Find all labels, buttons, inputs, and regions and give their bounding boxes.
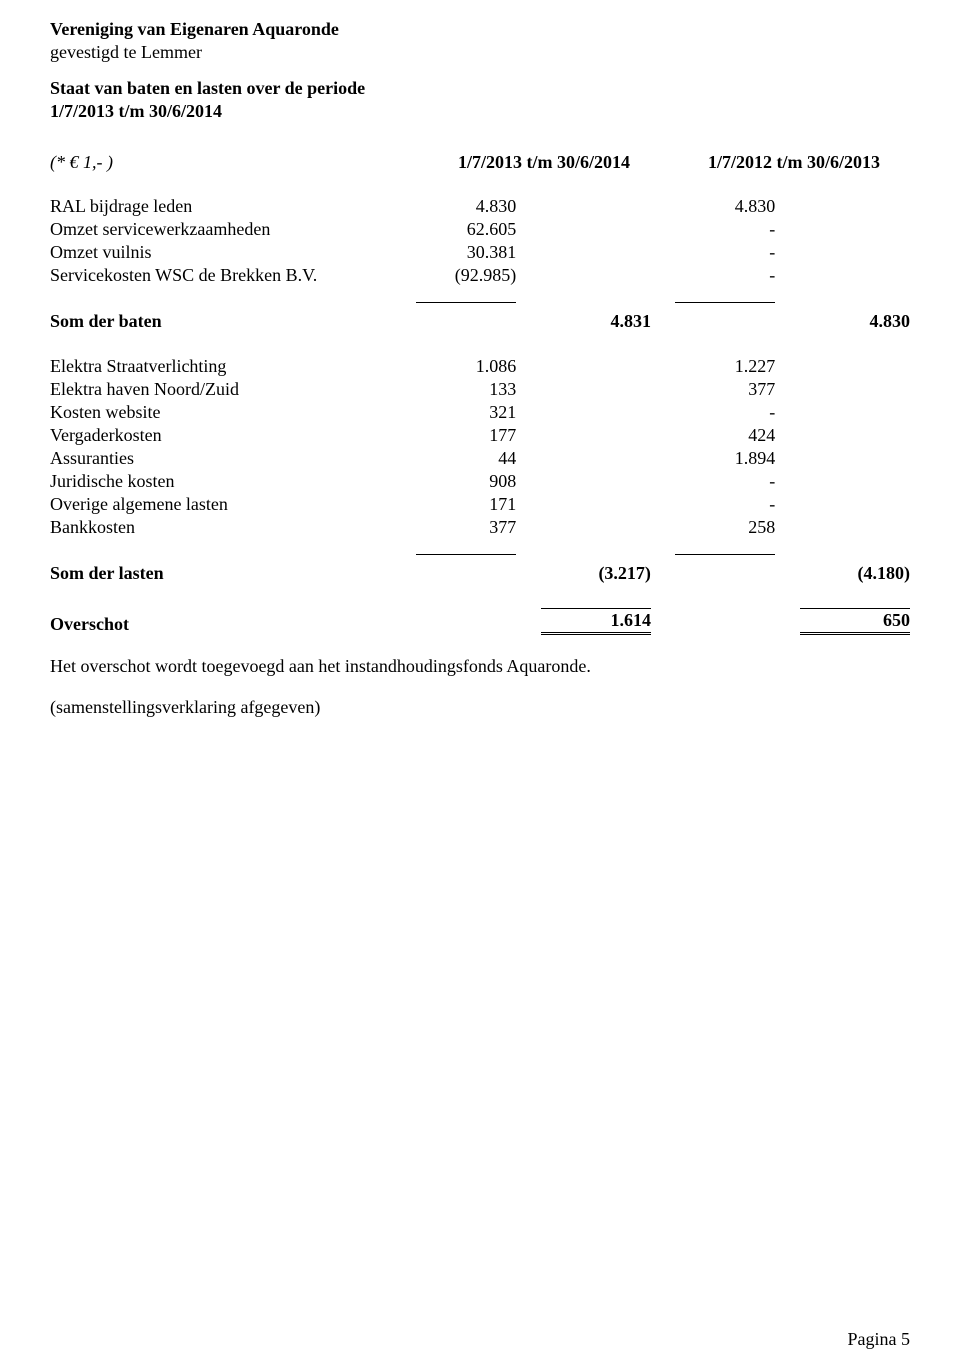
table-row: Omzet servicewerkzaamheden 62.605 - — [50, 218, 910, 241]
table-row: RAL bijdrage leden 4.830 4.830 — [50, 195, 910, 218]
row-label: Elektra haven Noord/Zuid — [50, 378, 392, 401]
overschot-table: Overschot 1.614 650 — [50, 607, 910, 636]
report-title-2: 1/7/2013 t/m 30/6/2014 — [50, 100, 910, 123]
org-name: Vereniging van Eigenaren Aquaronde — [50, 18, 910, 41]
row-label: Kosten website — [50, 401, 392, 424]
row-label: Overige algemene lasten — [50, 493, 392, 516]
row-label: Juridische kosten — [50, 470, 392, 493]
row-val-cur: 44 — [392, 447, 516, 470]
table-row: Servicekosten WSC de Brekken B.V. (92.98… — [50, 264, 910, 287]
row-label: Assuranties — [50, 447, 392, 470]
table-row: Omzet vuilnis 30.381 - — [50, 241, 910, 264]
sum-cur: (3.217) — [541, 563, 651, 584]
table-row: Overige algemene lasten 171 - — [50, 493, 910, 516]
sum-lasten-row: Som der lasten (3.217) (4.180) — [50, 562, 910, 585]
sum-cur: 4.831 — [541, 311, 651, 332]
row-val-prior: 258 — [651, 516, 775, 539]
table-row: Elektra haven Noord/Zuid 133 377 — [50, 378, 910, 401]
sum-prior: 4.830 — [800, 311, 910, 332]
row-label: Bankkosten — [50, 516, 392, 539]
row-val-prior: - — [651, 264, 775, 287]
row-label: Elektra Straatverlichting — [50, 355, 392, 378]
row-label: Servicekosten WSC de Brekken B.V. — [50, 264, 392, 287]
table-row: Vergaderkosten 177 424 — [50, 424, 910, 447]
report-title-1: Staat van baten en lasten over de period… — [50, 77, 910, 100]
row-val-cur: 321 — [392, 401, 516, 424]
row-val-cur: 908 — [392, 470, 516, 493]
underline-row — [50, 539, 910, 562]
row-val-prior: 1.894 — [651, 447, 775, 470]
row-val-prior: - — [651, 493, 775, 516]
table-row: Kosten website 321 - — [50, 401, 910, 424]
sum-label: Som der lasten — [50, 562, 392, 585]
table-row: Juridische kosten 908 - — [50, 470, 910, 493]
overschot-cur: 1.614 — [541, 608, 651, 635]
row-val-prior: 424 — [651, 424, 775, 447]
row-val-cur: 4.830 — [392, 195, 516, 218]
row-val-cur: 133 — [392, 378, 516, 401]
sum-prior: (4.180) — [800, 563, 910, 584]
overschot-row: Overschot 1.614 650 — [50, 607, 910, 636]
table-row: Assuranties 44 1.894 — [50, 447, 910, 470]
row-label: RAL bijdrage leden — [50, 195, 392, 218]
note-line-1: Het overschot wordt toegevoegd aan het i… — [50, 656, 910, 677]
row-val-prior: 1.227 — [651, 355, 775, 378]
unit-label: (* € 1,- ) — [50, 152, 380, 173]
org-location: gevestigd te Lemmer — [50, 41, 910, 64]
period-current: 1/7/2013 t/m 30/6/2014 — [380, 152, 630, 173]
baten-table: RAL bijdrage leden 4.830 4.830 Omzet ser… — [50, 195, 910, 333]
row-val-cur: 177 — [392, 424, 516, 447]
note-line-2: (samenstellingsverklaring afgegeven) — [50, 697, 910, 718]
period-prior: 1/7/2012 t/m 30/6/2013 — [630, 152, 880, 173]
row-val-cur: 30.381 — [392, 241, 516, 264]
lasten-table: Elektra Straatverlichting 1.086 1.227 El… — [50, 355, 910, 585]
overschot-label: Overschot — [50, 607, 392, 636]
row-val-prior: - — [651, 241, 775, 264]
column-header-row: (* € 1,- ) 1/7/2013 t/m 30/6/2014 1/7/20… — [50, 152, 910, 173]
row-val-cur: 1.086 — [392, 355, 516, 378]
row-val-cur: 377 — [392, 516, 516, 539]
row-val-cur: 62.605 — [392, 218, 516, 241]
row-val-prior: - — [651, 218, 775, 241]
row-val-prior: 4.830 — [651, 195, 775, 218]
overschot-prior: 650 — [800, 608, 910, 635]
sum-baten-row: Som der baten 4.831 4.830 — [50, 310, 910, 333]
page-number: Pagina 5 — [848, 1329, 911, 1350]
page: Vereniging van Eigenaren Aquaronde geves… — [0, 0, 960, 1368]
table-row: Elektra Straatverlichting 1.086 1.227 — [50, 355, 910, 378]
table-row: Bankkosten 377 258 — [50, 516, 910, 539]
row-label: Vergaderkosten — [50, 424, 392, 447]
row-val-cur: (92.985) — [392, 264, 516, 287]
row-val-cur: 171 — [392, 493, 516, 516]
underline-row — [50, 287, 910, 310]
row-label: Omzet vuilnis — [50, 241, 392, 264]
row-label: Omzet servicewerkzaamheden — [50, 218, 392, 241]
row-val-prior: - — [651, 470, 775, 493]
sum-label: Som der baten — [50, 310, 392, 333]
row-val-prior: 377 — [651, 378, 775, 401]
row-val-prior: - — [651, 401, 775, 424]
